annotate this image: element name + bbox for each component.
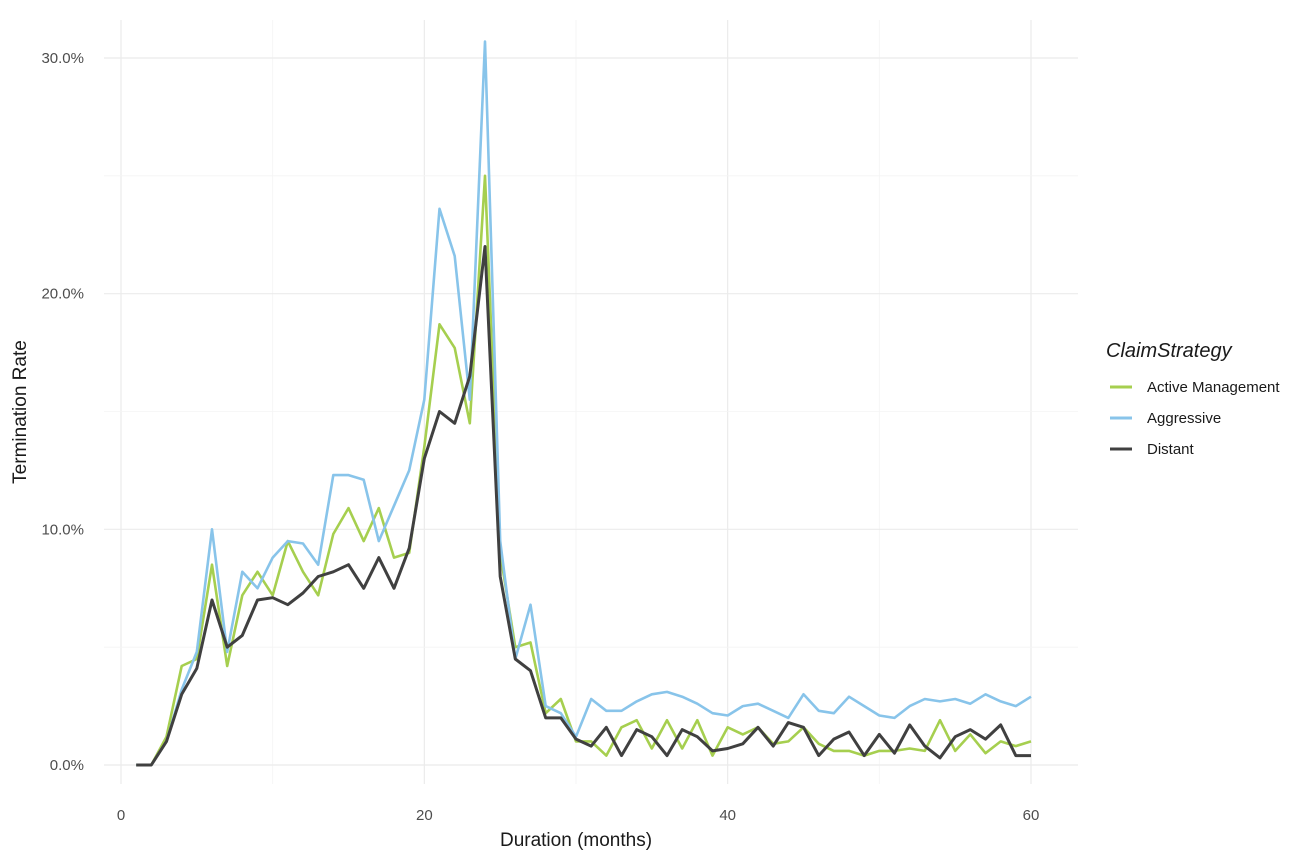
legend-label-distant: Distant (1147, 441, 1195, 458)
x-tick-label: 40 (719, 807, 736, 824)
legend-label-aggressive: Aggressive (1147, 410, 1221, 427)
y-axis-title: Termination Rate (10, 340, 31, 484)
x-tick-label: 0 (117, 807, 125, 824)
x-tick-label: 20 (416, 807, 433, 824)
legend-label-active-management: Active Management (1147, 379, 1280, 396)
series-line-active-management (136, 174, 1032, 767)
x-tick-label: 60 (1023, 807, 1040, 824)
y-tick-labels: 0.0% 10.0% 20.0% 30.0% (41, 50, 84, 774)
y-tick-label: 0.0% (50, 757, 84, 774)
legend: ClaimStrategy Active Management Aggressiv… (1106, 340, 1280, 458)
y-tick-label: 30.0% (41, 50, 84, 67)
legend-items: Active Management Aggressive Distant (1110, 379, 1280, 458)
x-axis-title: Duration (months) (500, 830, 652, 851)
series-line-distant (136, 245, 1031, 767)
grid-layer (104, 20, 1078, 784)
series-layer (136, 40, 1032, 767)
x-tick-labels: 0 20 40 60 (117, 807, 1040, 824)
y-tick-label: 10.0% (41, 521, 84, 538)
series-line-aggressive (136, 40, 1032, 767)
y-tick-label: 20.0% (41, 286, 84, 303)
legend-title: ClaimStrategy (1106, 340, 1233, 362)
